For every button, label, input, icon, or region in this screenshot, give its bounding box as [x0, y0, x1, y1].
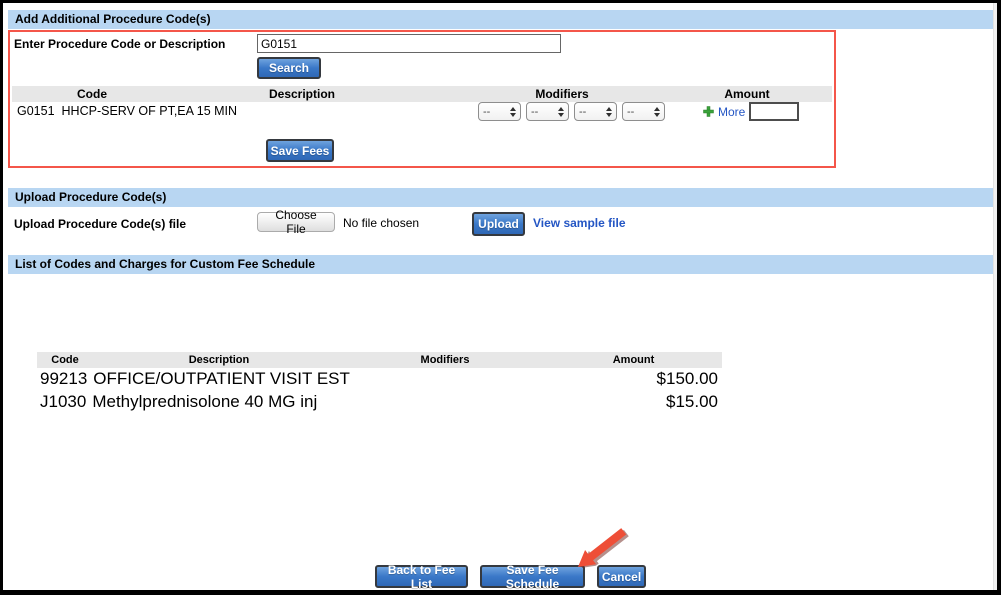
column-header-description: Description: [268, 87, 335, 101]
add-more-icon: [703, 106, 714, 117]
save-fees-button[interactable]: Save Fees: [266, 139, 334, 162]
column-header-amount: Amount: [724, 87, 770, 101]
add-codes-table-header: Code Description Modifiers Amount: [12, 86, 832, 102]
table-row: G0151 HHCP-SERV OF PT,EA 15 MIN: [17, 104, 237, 118]
modifier-select-2[interactable]: --: [526, 102, 569, 121]
upload-button[interactable]: Upload: [472, 212, 525, 236]
stepper-arrows-icon: [510, 106, 516, 117]
column-header-code: Code: [77, 87, 107, 101]
procedure-description: Methylprednisolone 40 MG inj: [92, 392, 318, 411]
section-header-list: List of Codes and Charges for Custom Fee…: [8, 255, 993, 274]
procedure-description: OFFICE/OUTPATIENT VISIT EST: [93, 369, 350, 388]
section-header-upload: Upload Procedure Code(s): [8, 188, 993, 207]
fee-list-table-header: Code Description Modifiers Amount: [37, 352, 722, 368]
view-sample-file-link[interactable]: View sample file: [533, 216, 626, 230]
modifier-select-1[interactable]: --: [478, 102, 521, 121]
column-header-code: Code: [51, 354, 79, 366]
modifier-select-value: --: [627, 105, 635, 118]
procedure-code-input[interactable]: [257, 34, 561, 53]
highlight-red-box: [8, 30, 836, 168]
save-fee-schedule-button[interactable]: Save Fee Schedule: [480, 563, 585, 591]
table-row: J1030 Methylprednisolone 40 MG inj $15.00: [37, 391, 722, 413]
modifier-selects: -- -- -- --: [478, 102, 665, 121]
procedure-code: J1030: [40, 392, 87, 411]
more-link[interactable]: More: [718, 104, 746, 119]
cancel-button[interactable]: Cancel: [597, 565, 646, 588]
search-button[interactable]: Search: [257, 57, 321, 79]
scrollbar-track[interactable]: [993, 3, 998, 590]
back-to-fee-list-button[interactable]: Back to Fee List: [375, 563, 468, 591]
column-header-amount: Amount: [612, 354, 655, 366]
stepper-arrows-icon: [606, 106, 612, 117]
modifier-select-value: --: [579, 105, 587, 118]
procedure-code: G0151: [17, 104, 55, 118]
procedure-code: 99213: [40, 369, 88, 388]
modifier-select-4[interactable]: --: [622, 102, 665, 121]
stepper-arrows-icon: [558, 106, 564, 117]
stepper-arrows-icon: [654, 106, 660, 117]
column-header-modifiers: Modifiers: [420, 354, 470, 366]
modifier-select-3[interactable]: --: [574, 102, 617, 121]
column-header-modifiers: Modifiers: [535, 87, 589, 101]
procedure-code-label: Enter Procedure Code or Description: [14, 37, 226, 51]
table-row: 99213 OFFICE/OUTPATIENT VISIT EST $150.00: [37, 368, 722, 390]
amount-value: $15.00: [666, 392, 718, 411]
upload-file-label: Upload Procedure Code(s) file: [14, 217, 187, 231]
modifier-select-value: --: [531, 105, 539, 118]
amount-value: $150.00: [656, 369, 718, 388]
file-status-text: No file chosen: [343, 216, 420, 230]
amount-cell: More: [703, 102, 800, 121]
choose-file-button[interactable]: Choose File: [257, 208, 335, 236]
column-header-description: Description: [188, 354, 250, 366]
section-header-add-codes: Add Additional Procedure Code(s): [8, 10, 993, 29]
amount-input[interactable]: [749, 102, 800, 121]
procedure-description: HHCP-SERV OF PT,EA 15 MIN: [61, 104, 238, 118]
modifier-select-value: --: [483, 105, 491, 118]
